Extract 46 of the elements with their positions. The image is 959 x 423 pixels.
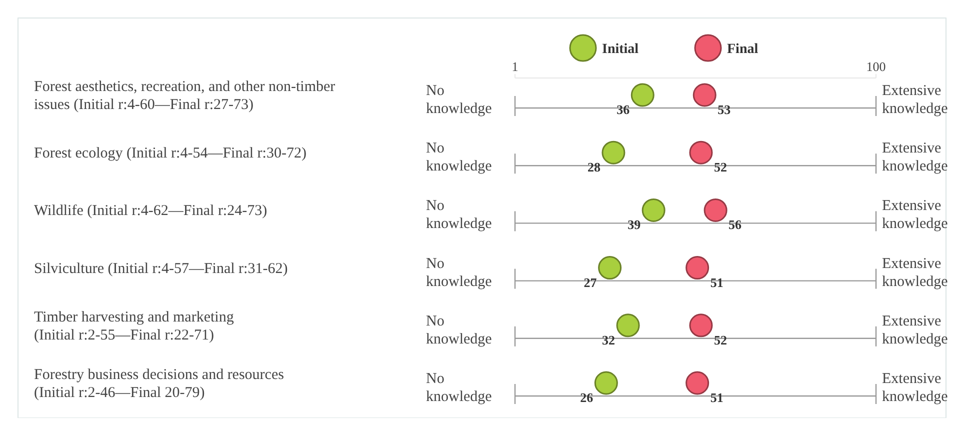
- data-label: 32: [602, 332, 616, 348]
- data-label: 53: [718, 102, 732, 117]
- data-label: 28: [587, 160, 601, 175]
- legend-label: Final: [727, 42, 758, 57]
- text: Extensive knowledge: [882, 83, 948, 117]
- point: [616, 314, 640, 338]
- point: [598, 256, 622, 280]
- y-tick-label: Silviculture (Initial r:4-57—Final r:31-62): [34, 260, 288, 277]
- text: No knowledge: [426, 198, 492, 232]
- text: No knowledge: [426, 83, 492, 117]
- data-label: 52: [714, 332, 727, 348]
- point: [686, 371, 710, 395]
- text: No knowledge: [426, 256, 492, 290]
- text: No knowledge: [426, 313, 492, 348]
- x2-tick-label: 100: [866, 59, 886, 74]
- text: Extensive knowledge: [882, 140, 948, 175]
- point: [689, 314, 713, 338]
- point: [689, 140, 713, 164]
- text: Extensive knowledge: [882, 256, 948, 290]
- point: [602, 140, 626, 164]
- text: No knowledge: [426, 371, 492, 405]
- point: [686, 256, 710, 280]
- y-tick-label: Timber harvesting and marketing (Initial r:2-55—Final r:22-71): [34, 309, 234, 344]
- point: [594, 371, 618, 395]
- x2-tick-label: 1: [512, 59, 518, 74]
- data-label: 52: [714, 160, 727, 175]
- data-label: 56: [728, 217, 742, 232]
- y-tick-label: Forestry business decisions and resources (Initial r:2-46—Final 20-79): [34, 367, 284, 401]
- text: Extensive knowledge: [882, 198, 948, 232]
- data-label: 36: [616, 102, 630, 117]
- point: [692, 83, 716, 107]
- text: Extensive knowledge: [882, 313, 948, 348]
- data-label: 51: [710, 390, 724, 405]
- data-label: 27: [584, 274, 598, 290]
- text: Extensive knowledge: [882, 371, 948, 405]
- point: [630, 83, 654, 107]
- y-tick-label: Forest ecology (Initial r:4-54—Final r:30-72): [34, 146, 306, 162]
- legend-label: Initial: [602, 42, 639, 57]
- data-label: 26: [580, 390, 594, 405]
- text: No knowledge: [426, 140, 492, 175]
- point: [704, 198, 728, 222]
- data-label: 51: [710, 274, 724, 290]
- point: [642, 198, 666, 222]
- data-label: 39: [628, 217, 642, 232]
- y-tick-label: Wildlife (Initial r:4-62—Final r:24-73): [34, 203, 268, 220]
- y-tick-label: Forest aesthetics, recreation, and other non-timber issues (Initial r:4-60—Final r:27-73): [34, 79, 336, 113]
